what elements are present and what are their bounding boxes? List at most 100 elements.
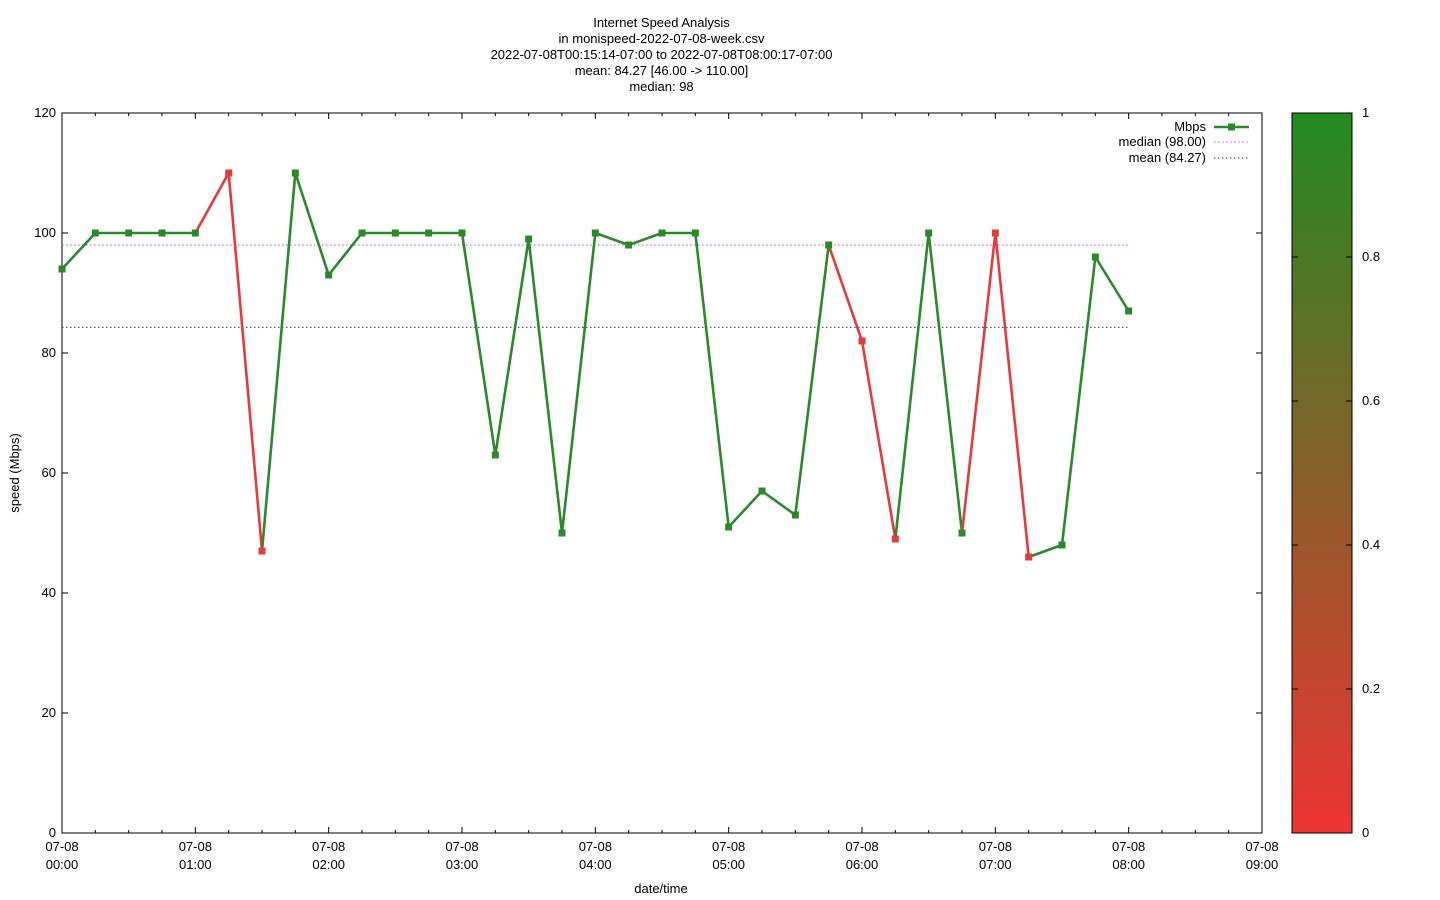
y-tick-label: 40 <box>42 585 56 600</box>
x-tick-label-date: 07-08 <box>445 839 478 854</box>
x-tick-label-time: 03:00 <box>446 857 479 872</box>
colorbar-tick-label: 0.6 <box>1362 393 1380 408</box>
series-segment <box>1027 543 1064 559</box>
data-point <box>925 229 933 237</box>
colorbar-tick-label: 0 <box>1362 825 1369 840</box>
colorbar-tick-label: 1 <box>1362 105 1369 120</box>
series-segment <box>927 231 964 535</box>
x-tick-label-date: 07-08 <box>979 839 1012 854</box>
series-segment <box>627 231 664 247</box>
x-tick-label-date: 07-08 <box>845 839 878 854</box>
legend-label-median: median (98.00) <box>1119 134 1206 149</box>
series-segment <box>960 231 997 535</box>
data-point <box>291 169 299 177</box>
series-segment <box>194 171 230 235</box>
data-point <box>1125 307 1133 315</box>
series-segment <box>1060 255 1097 547</box>
colorbar-tick-label: 0.4 <box>1362 537 1380 552</box>
series-segment <box>60 231 97 271</box>
y-tick-label: 60 <box>42 465 56 480</box>
y-axis-label: speed (Mbps) <box>7 433 22 512</box>
series-segment <box>460 231 497 457</box>
x-tick-label-time: 07:00 <box>979 857 1012 872</box>
data-point <box>358 229 366 237</box>
data-point <box>91 229 99 237</box>
y-tick-label: 120 <box>34 105 56 120</box>
x-tick-label-date: 07-08 <box>179 839 212 854</box>
x-axis-label: date/time <box>634 881 687 896</box>
series-segment <box>860 339 897 541</box>
data-point <box>825 241 833 249</box>
data-point <box>125 229 133 237</box>
x-tick-label-date: 07-08 <box>579 839 612 854</box>
x-tick-label-time: 04:00 <box>579 857 612 872</box>
data-point <box>158 229 166 237</box>
data-point <box>858 337 866 345</box>
x-tick-label-date: 07-08 <box>712 839 745 854</box>
data-point <box>58 265 66 273</box>
series-segment <box>794 243 830 517</box>
data-point <box>391 229 399 237</box>
data-point <box>425 229 433 237</box>
data-point <box>691 229 699 237</box>
series-segment <box>260 171 297 553</box>
x-tick-label-time: 09:00 <box>1246 857 1279 872</box>
chart-subtitle-median: median: 98 <box>629 79 694 94</box>
y-tick-label: 80 <box>42 345 56 360</box>
data-point <box>591 229 599 237</box>
series-segment <box>727 489 764 529</box>
x-tick-label-time: 00:00 <box>46 857 79 872</box>
series-segment <box>227 171 264 553</box>
data-point <box>458 229 466 237</box>
data-point <box>225 169 233 177</box>
x-tick-label-time: 02:00 <box>312 857 345 872</box>
x-tick-label-time: 05:00 <box>712 857 745 872</box>
data-point <box>258 547 266 555</box>
data-point <box>491 451 499 459</box>
x-tick-label-date: 07-08 <box>1112 839 1145 854</box>
series-segment <box>560 231 597 535</box>
chart-title: Internet Speed Analysis <box>593 15 730 30</box>
data-point <box>891 535 899 543</box>
chart-subtitle-file: in monispeed-2022-07-08-week.csv <box>558 31 765 46</box>
colorbar-tick-label: 0.2 <box>1362 681 1380 696</box>
x-tick-label-time: 01:00 <box>179 857 212 872</box>
data-point <box>1091 253 1099 261</box>
y-tick-label: 20 <box>42 705 56 720</box>
series-segment <box>327 231 364 277</box>
data-point <box>525 235 533 243</box>
x-tick-label-date: 07-08 <box>1245 839 1278 854</box>
data-point <box>725 523 733 531</box>
series-segment <box>694 231 730 529</box>
series-segment <box>894 231 930 541</box>
data-point <box>558 529 566 537</box>
chart-title-block: Internet Speed Analysis in monispeed-202… <box>0 15 1323 95</box>
colorbar-tick-label: 0.8 <box>1362 249 1380 264</box>
series-segment <box>294 171 330 277</box>
x-tick-label-date: 07-08 <box>45 839 78 854</box>
colorbar <box>1291 112 1353 834</box>
series-segment <box>827 243 864 343</box>
legend-label-series: Mbps <box>1174 119 1206 134</box>
data-point <box>658 229 666 237</box>
x-tick-label-date: 07-08 <box>312 839 345 854</box>
series-segment <box>594 231 630 247</box>
legend-marker-series <box>1228 123 1235 131</box>
data-point <box>991 229 999 237</box>
data-point <box>325 271 333 279</box>
series-segment <box>994 231 1030 559</box>
data-point <box>758 487 766 495</box>
data-point <box>1058 541 1066 549</box>
y-tick-label: 100 <box>34 225 56 240</box>
chart-subtitle-range: 2022-07-08T00:15:14-07:00 to 2022-07-08T… <box>490 47 833 62</box>
data-point <box>1025 553 1033 561</box>
data-point <box>791 511 799 519</box>
y-tick-label: 0 <box>49 825 56 840</box>
legend-label-mean: mean (84.27) <box>1129 150 1206 165</box>
chart-subtitle-mean: mean: 84.27 [46.00 -> 110.00] <box>574 63 749 78</box>
x-tick-label-time: 08:00 <box>1112 857 1145 872</box>
series-segment <box>1094 255 1130 313</box>
series-segment <box>494 237 530 457</box>
data-point <box>958 529 966 537</box>
